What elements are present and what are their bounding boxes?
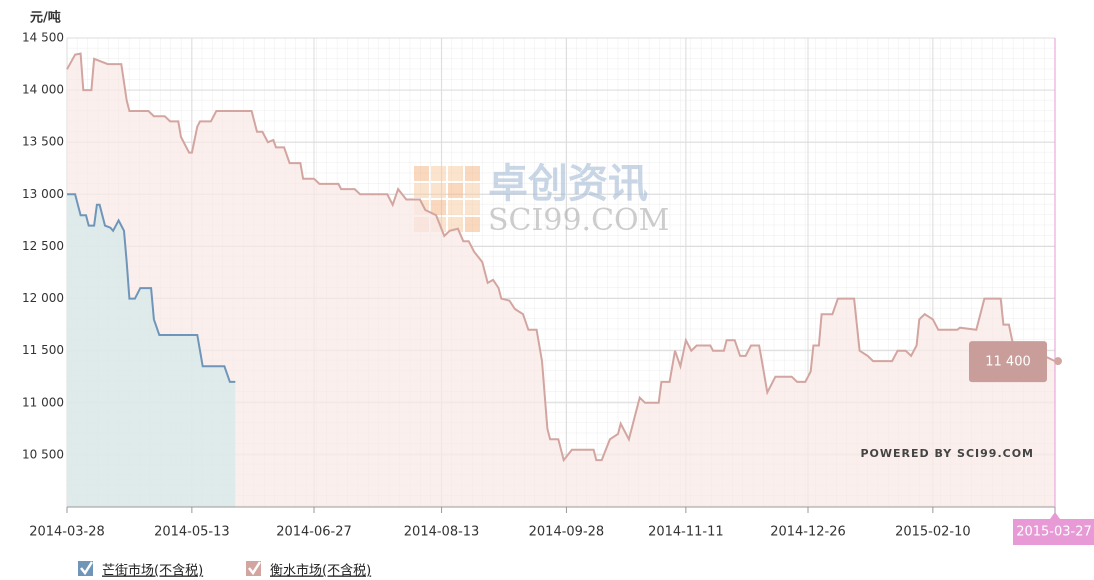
watermark-text: 卓创资讯: [488, 161, 648, 207]
crosshair-label-arrow: [1050, 512, 1060, 519]
y-tick-label: 12 500: [22, 239, 64, 253]
legend-label: 芒街市场(不含税): [102, 563, 203, 579]
legend-label: 衡水市场(不含税): [270, 563, 371, 579]
legend-check: [80, 561, 94, 576]
y-tick-label: 11 000: [22, 395, 64, 409]
crosshair-label-box: [1013, 519, 1094, 545]
series-area: [67, 194, 236, 508]
x-tick-label: 2014-09-28: [529, 525, 605, 540]
y-tick-label: 14 000: [22, 83, 64, 97]
tooltip-label: 11 400: [985, 355, 1031, 370]
x-tick-label: 2014-03-28: [29, 525, 105, 540]
logo-cell: [431, 166, 446, 181]
y-tick-label: 12 000: [22, 291, 64, 305]
logo-cell: [414, 183, 429, 198]
x-tick-label: 2014-11-11: [648, 525, 724, 540]
logo-cell: [465, 200, 480, 215]
y-tick-label: 13 500: [22, 135, 64, 149]
legend-check: [248, 561, 262, 576]
logo-cell: [465, 217, 480, 232]
legend-item[interactable]: 衡水市场(不含税): [246, 561, 371, 579]
tooltip-box: [969, 341, 1047, 383]
watermark-text: SCI99.COM: [488, 203, 669, 238]
y-tick-label: 11 500: [22, 343, 64, 357]
series-line: [66, 52, 1056, 463]
y-tick-label: 14 500: [22, 31, 64, 45]
logo-cell: [448, 166, 463, 181]
logo-cell: [448, 217, 463, 232]
logo-cell: [414, 166, 429, 181]
y-axis-title: 元/吨: [30, 10, 61, 26]
logo-cell: [465, 166, 480, 181]
series-area: [67, 53, 1055, 507]
y-tick-label: 10 500: [22, 447, 64, 461]
x-tick-label: 2014-06-27: [276, 525, 352, 540]
x-tick-label: 2014-12-26: [770, 525, 846, 540]
y-tick-label: 13 000: [22, 187, 64, 201]
x-tick-label: 2014-08-13: [404, 525, 480, 540]
x-tick-label: 2015-03-27: [1016, 525, 1092, 540]
logo-cell: [448, 200, 463, 215]
logo-cell: [448, 183, 463, 198]
logo-cell: [431, 200, 446, 215]
credits: POWERED BY SCI99.COM: [860, 447, 1034, 460]
x-tick-label: 2015-02-10: [895, 525, 971, 540]
logo-cell: [465, 183, 480, 198]
x-tick-label: 2014-05-13: [154, 525, 230, 540]
legend-item[interactable]: 芒街市场(不含税): [78, 561, 203, 579]
watermark-logo: [414, 166, 480, 232]
series-line: [67, 193, 236, 383]
logo-cell: [431, 183, 446, 198]
hover-point: [1054, 357, 1062, 366]
